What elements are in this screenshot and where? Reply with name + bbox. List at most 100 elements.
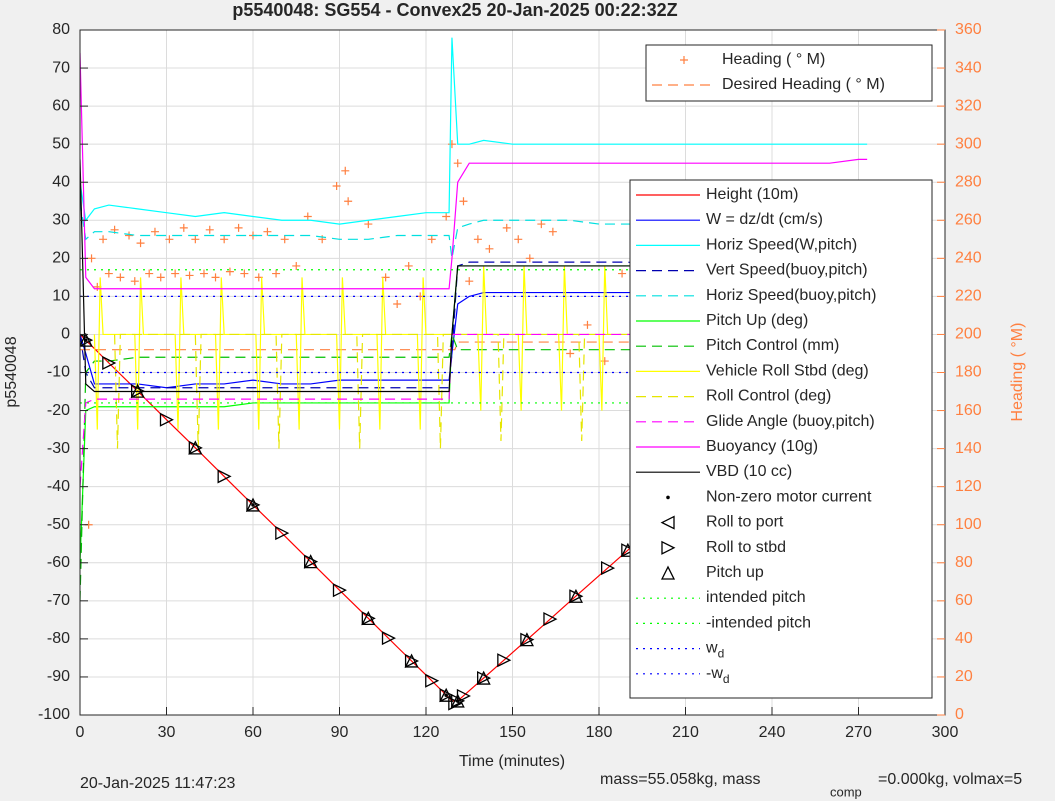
legend-label: Vehicle Roll Stbd (deg) [706,363,869,380]
plus-marker [453,159,462,168]
y-tick-label: -70 [47,592,70,609]
x-tick-label: 300 [932,724,959,741]
legend-label: Buoyancy (10g) [706,438,818,455]
tri-up-marker [303,554,318,569]
legend-label: Horiz Speed(W,pitch) [706,237,857,254]
plus-marker [87,254,96,263]
plus-marker [240,269,249,278]
plus-marker [171,269,180,278]
tri-right-marker [361,611,376,626]
series-line [80,52,868,290]
plus-marker [583,320,592,329]
tri-right-marker [102,355,117,371]
series-line [80,37,868,225]
x-tick-label: 150 [499,724,526,741]
tri-up-marker [476,670,491,685]
legend-label: VBD (10 cc) [706,463,792,480]
dot-marker [83,338,88,342]
tri-up-marker [188,440,203,455]
plus-marker [185,271,194,280]
plus-marker [465,277,474,286]
legend-label: Non-zero motor current [706,489,872,506]
legend-name: Pitch up [706,564,764,581]
legend-label: Pitch up [706,564,764,581]
y2-tick-label: 0 [955,706,964,723]
legend-box [629,179,933,699]
plus-marker [303,212,312,221]
plus-marker [156,273,165,282]
legend-label: Heading ( ° M) [722,51,825,68]
tri-right-marker [304,554,319,569]
y-tick-label: 0 [61,326,70,343]
x-tick-label: 270 [845,724,872,741]
y2-tick-label: 240 [955,250,982,267]
legend-box [645,44,933,102]
y2-tick-label: 340 [955,59,982,76]
legend-name: Buoyancy (10g) [706,438,818,455]
x-tick-label: 210 [672,724,699,741]
y-tick-label: -50 [47,516,70,533]
legend-name: Roll to port [706,514,784,531]
plus-marker [537,220,546,229]
legend-name: Heading ( ° M) [722,51,825,68]
y2-tick-label: 20 [955,668,973,685]
plus-marker [566,349,575,358]
y2-tick-label: 260 [955,211,982,228]
legend-label: intended pitch [706,589,806,606]
y2-tick-label: 280 [955,173,982,190]
plus-marker [548,227,557,236]
plus-marker [485,244,494,253]
plus-marker [427,235,436,244]
y-tick-label: 20 [52,250,70,267]
tri-right-marker [661,540,676,555]
legend-name: -w [706,665,723,682]
footer-mass: mass=55.058kg, mass [600,771,761,788]
legend-name: Glide Angle (buoy,pitch) [706,413,875,430]
legend-name: Horiz Speed(W,pitch) [706,237,857,254]
y-tick-label: -60 [47,554,70,571]
plus-marker [442,212,451,221]
plus-marker [680,56,688,64]
x-tick-label: 60 [244,724,262,741]
legend-name: W = dz/dt (cm/s) [706,211,823,228]
series-line [80,334,868,601]
x-tick-label: 120 [413,724,440,741]
plus-marker [344,197,353,206]
plus-marker [130,277,139,286]
tri-right-marker [80,333,94,347]
legend-subscript: d [718,647,725,661]
legend-label: Roll to port [706,514,784,531]
plus-marker [404,261,413,270]
legend-label: -intended pitch [706,615,811,632]
y-tick-label: -10 [47,364,70,381]
tri-up-marker [130,383,145,398]
legend-label: Pitch Up (deg) [706,312,808,329]
tri-right-marker [131,384,146,399]
legend-label: W = dz/dt (cm/s) [706,211,823,228]
legend-label: Vert Speed(buoy,pitch) [706,262,868,279]
y-tick-label: 10 [52,288,70,305]
y2-tick-label: 360 [955,21,982,38]
plus-marker [150,227,159,236]
legend-subscript: d [723,672,730,686]
y-tick-label: 50 [52,135,70,152]
legend-name: Vehicle Roll Stbd (deg) [706,363,869,380]
plus-marker [600,357,609,366]
plus-marker [125,231,134,240]
legend-name: Non-zero motor current [706,489,872,506]
legend-name: -intended pitch [706,615,811,632]
tri-up-marker [519,632,534,647]
footer-comp: comp [830,784,862,799]
x-axis-label: Time (minutes) [459,753,565,770]
y2-tick-label: 40 [955,630,973,647]
legend-label: Glide Angle (buoy,pitch) [706,413,875,430]
tri-right-marker [425,673,440,688]
y-tick-label: 30 [52,211,70,228]
tri-right-marker [601,561,616,576]
plus-marker [191,235,200,244]
y2-tick-label: 80 [955,554,973,571]
legend-name: intended pitch [706,589,806,606]
y-tick-label: -40 [47,478,70,495]
y2-tick-label: 140 [955,440,982,457]
legend-name: w [705,640,718,657]
